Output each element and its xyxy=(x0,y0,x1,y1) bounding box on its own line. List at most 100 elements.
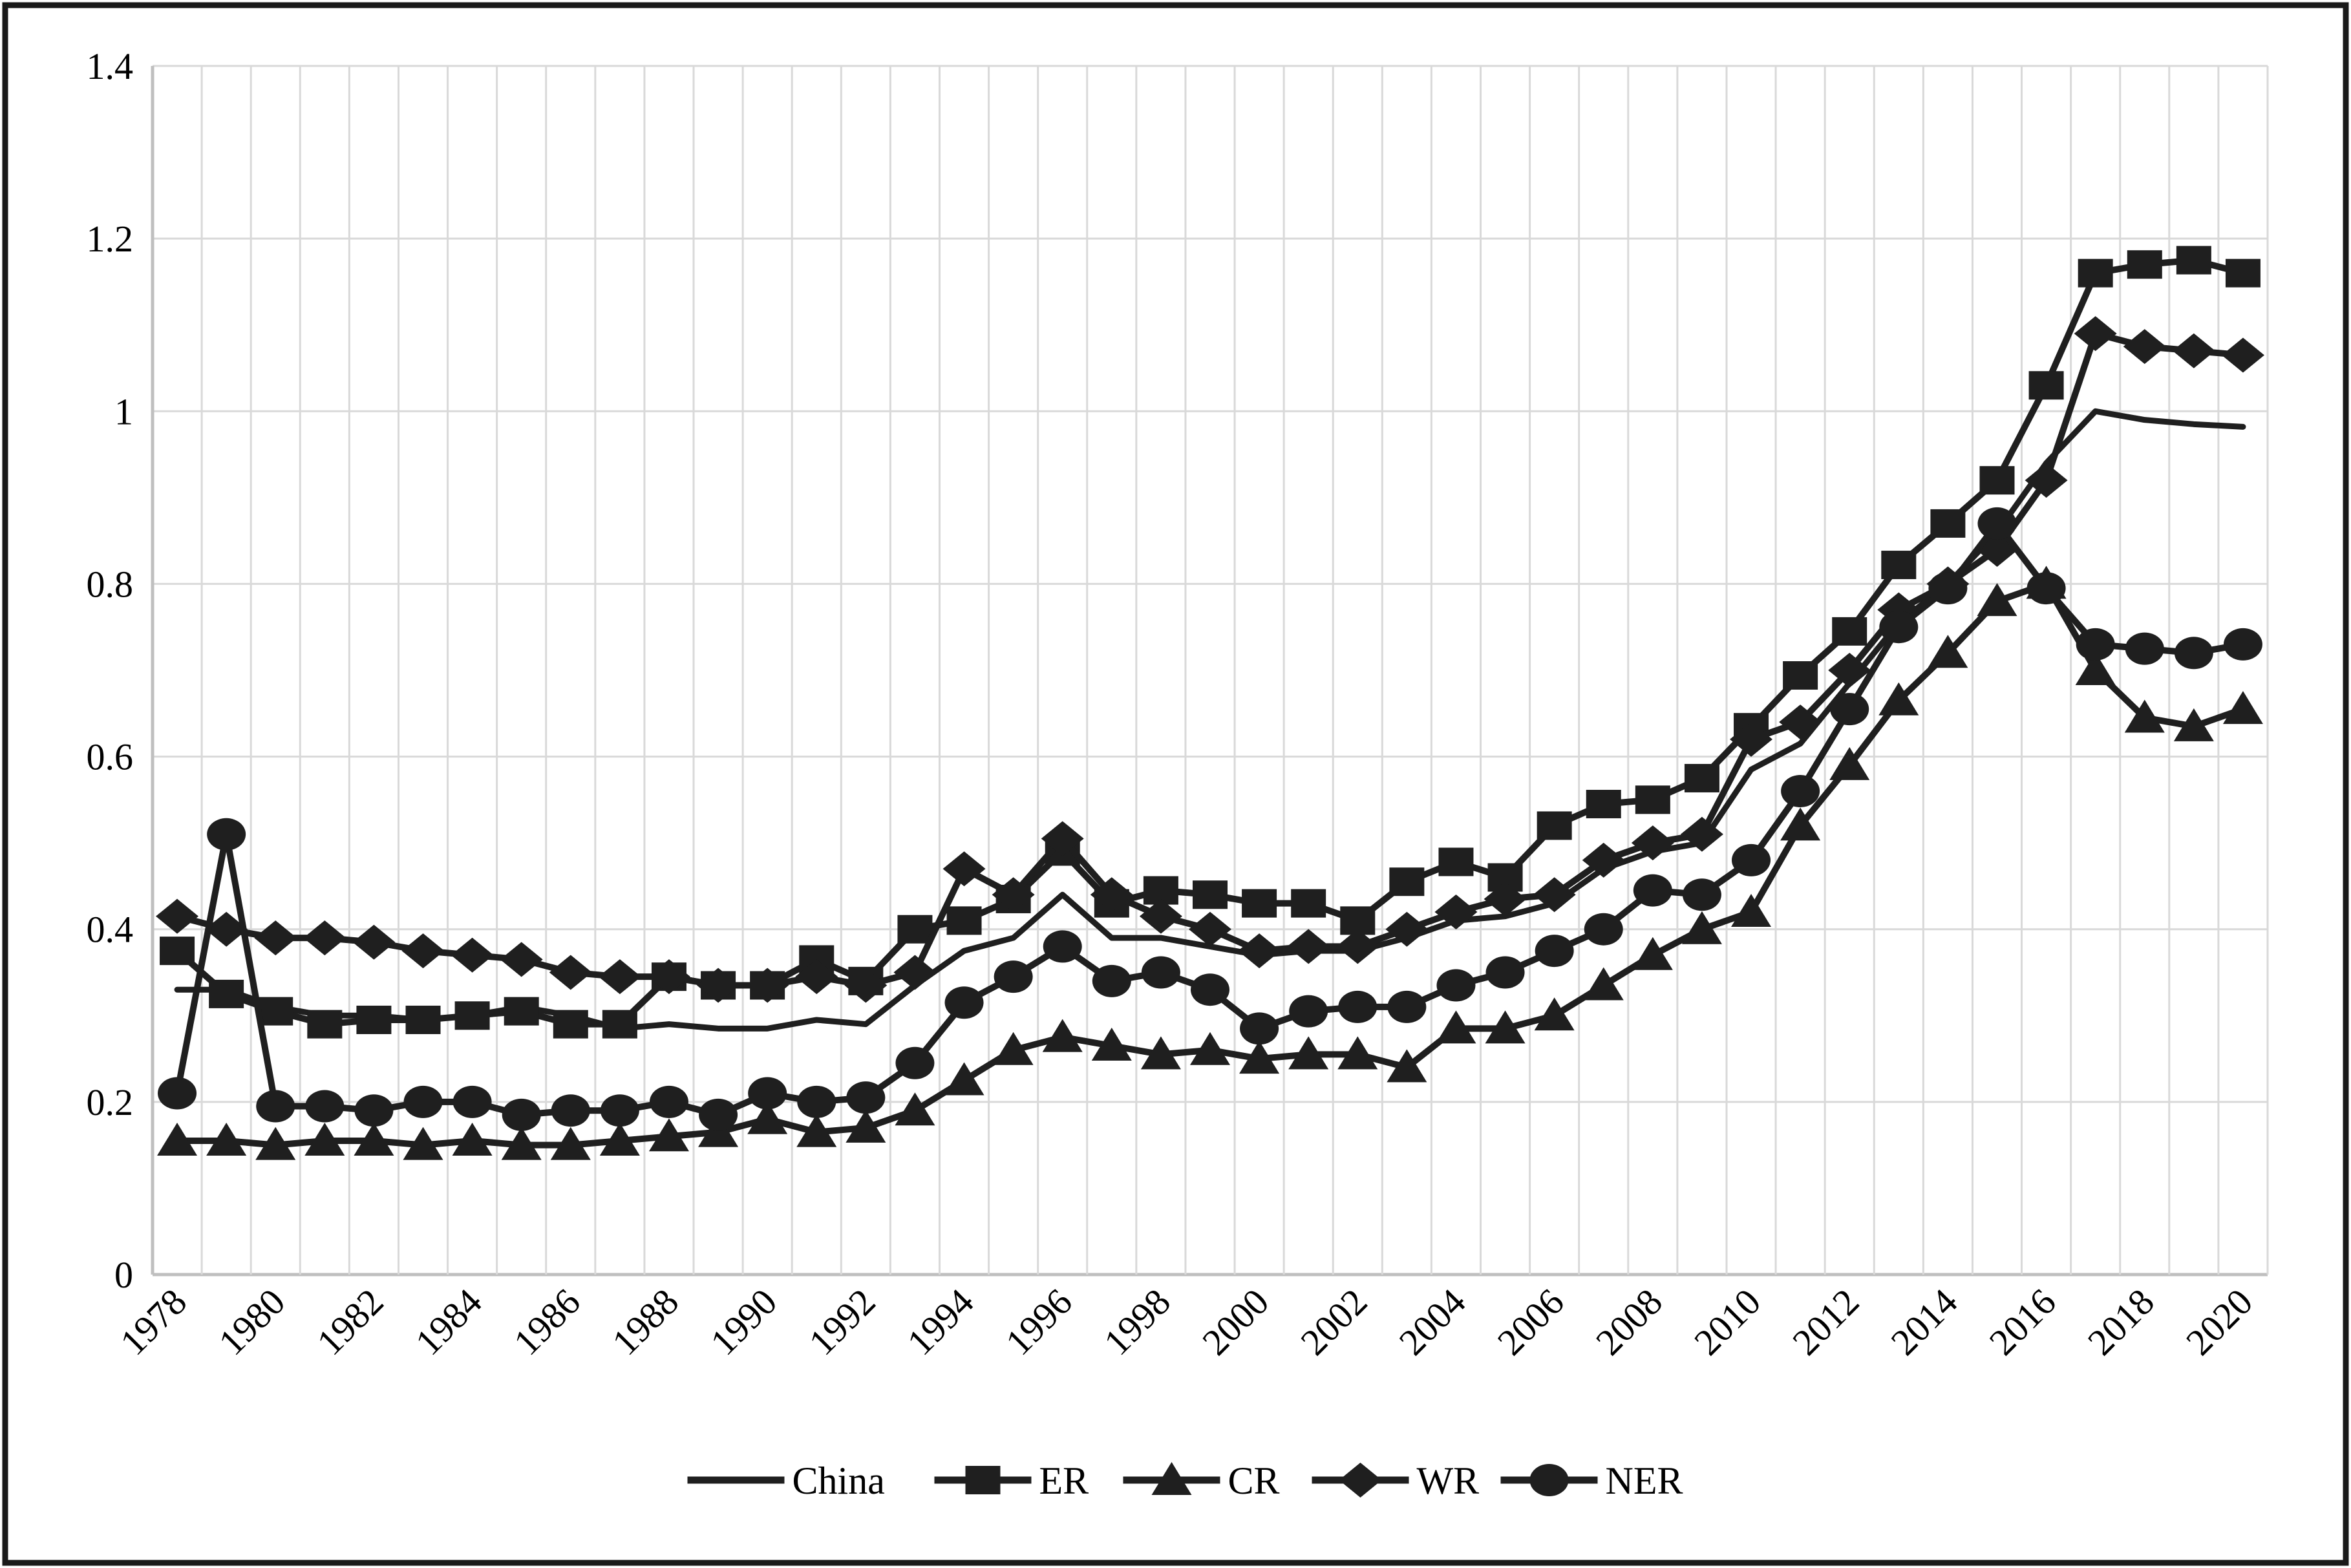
diamond-marker-icon xyxy=(697,968,740,1003)
diamond-marker-icon xyxy=(2172,333,2215,368)
circle-marker-icon xyxy=(600,1094,639,1127)
legend-item-CR: CR xyxy=(1123,1459,1280,1502)
square-marker-icon xyxy=(504,997,539,1026)
triangle-marker-icon xyxy=(2222,691,2263,725)
circle-marker-icon xyxy=(1879,611,1919,644)
triangle-marker-icon xyxy=(501,1127,542,1160)
diamond-marker-icon xyxy=(1434,895,1478,929)
diamond-marker-icon xyxy=(1287,929,1330,964)
square-marker-icon xyxy=(2225,259,2261,288)
diamond-marker-icon xyxy=(1139,898,1182,934)
diamond-marker-icon xyxy=(2025,463,2068,498)
diamond-marker-icon xyxy=(1779,705,1822,740)
diamond-marker-icon xyxy=(500,942,543,977)
diamond-marker-icon xyxy=(746,968,789,1003)
diamond-marker-icon xyxy=(1828,653,1871,688)
triangle-marker-icon xyxy=(304,1122,345,1156)
square-marker-icon xyxy=(1635,785,1670,814)
square-marker-icon xyxy=(405,1005,441,1034)
circle-marker-icon xyxy=(1781,775,1820,807)
triangle-marker-icon xyxy=(1829,747,1870,780)
circle-marker-icon xyxy=(846,1081,886,1114)
circle-marker-icon xyxy=(1191,973,1229,1006)
square-marker-icon xyxy=(1979,466,2015,495)
circle-marker-icon xyxy=(1977,507,2017,540)
square-marker-icon xyxy=(553,1010,588,1039)
triangle-marker-icon xyxy=(255,1127,296,1160)
square-marker-icon xyxy=(1783,661,1818,690)
triangle-marker-icon xyxy=(452,1122,493,1156)
circle-marker-icon xyxy=(1732,843,1771,876)
diamond-marker-icon xyxy=(1336,929,1379,964)
y-tick-label: 0.8 xyxy=(87,563,134,605)
square-marker-icon xyxy=(160,937,195,966)
square-marker-icon xyxy=(1193,880,1228,909)
circle-marker-icon xyxy=(699,1098,738,1131)
square-marker-icon xyxy=(2028,371,2064,400)
square-marker-icon xyxy=(2127,250,2162,279)
legend-item-NER: NER xyxy=(1500,1459,1683,1502)
diamond-marker-icon xyxy=(549,955,592,990)
diamond-marker-icon xyxy=(401,933,445,969)
circle-marker-icon xyxy=(1092,964,1131,997)
triangle-marker-icon xyxy=(1387,1049,1427,1083)
triangle-marker-icon xyxy=(1878,682,1919,715)
legend-label-NER: NER xyxy=(1606,1459,1683,1502)
y-tick-label: 0.6 xyxy=(87,736,134,778)
circle-marker-icon xyxy=(1387,990,1427,1023)
diamond-marker-icon xyxy=(942,851,986,887)
circle-marker-icon xyxy=(403,1085,443,1118)
triangle-marker-icon xyxy=(1091,1028,1132,1061)
diamond-marker-icon xyxy=(992,877,1035,913)
diamond-marker-icon xyxy=(1385,911,1429,947)
diamond-marker-icon xyxy=(2123,329,2166,365)
circle-marker-icon xyxy=(797,1085,836,1118)
triangle-marker-icon xyxy=(1681,911,1722,944)
triangle-marker-icon xyxy=(747,1101,788,1134)
triangle-marker-icon xyxy=(1583,967,1624,1001)
circle-marker-icon xyxy=(1682,878,1721,911)
diamond-marker-icon xyxy=(156,898,199,934)
triangle-marker-icon xyxy=(1780,807,1821,841)
diamond-marker-icon xyxy=(1582,842,1625,878)
circle-marker-icon xyxy=(551,1094,590,1127)
circle-marker-icon xyxy=(1436,969,1476,1002)
diamond-marker-icon xyxy=(893,955,937,990)
square-marker-icon xyxy=(897,915,933,944)
triangle-marker-icon xyxy=(846,1109,886,1143)
circle-marker-icon xyxy=(748,1077,787,1110)
square-marker-icon xyxy=(1832,617,1867,646)
diamond-marker-icon xyxy=(1090,877,1133,913)
circle-marker-icon xyxy=(2223,628,2262,661)
diamond-marker-icon xyxy=(1339,1463,1382,1498)
square-marker-icon xyxy=(454,1001,490,1030)
square-marker-icon xyxy=(1389,867,1425,896)
legend-item-WR: WR xyxy=(1312,1459,1479,1502)
y-tick-label: 1 xyxy=(114,390,133,432)
square-marker-icon xyxy=(209,979,244,1008)
square-marker-icon xyxy=(602,1010,637,1039)
diamond-marker-icon xyxy=(2074,316,2117,352)
legend-label-China: China xyxy=(793,1459,885,1502)
circle-marker-icon xyxy=(1928,572,1968,605)
square-marker-icon xyxy=(307,1010,343,1039)
circle-marker-icon xyxy=(1633,874,1672,907)
square-marker-icon xyxy=(1242,889,1277,918)
y-axis-labels: 0 0.2 0.4 0.6 0.8 1 1.2 1.4 xyxy=(87,45,134,1296)
circle-marker-icon xyxy=(305,1090,345,1123)
triangle-marker-icon xyxy=(1436,1010,1476,1044)
diamond-marker-icon xyxy=(598,959,641,995)
triangle-marker-icon xyxy=(993,1032,1034,1065)
triangle-marker-icon xyxy=(1140,1036,1181,1070)
square-marker-icon xyxy=(1438,847,1474,876)
triangle-marker-icon xyxy=(1151,1462,1192,1495)
triangle-marker-icon xyxy=(1042,1019,1083,1052)
square-marker-icon xyxy=(965,1466,1001,1494)
diamond-marker-icon xyxy=(451,937,494,973)
gridlines xyxy=(151,65,2269,1277)
diamond-marker-icon xyxy=(1631,825,1674,861)
triangle-marker-icon xyxy=(599,1122,640,1156)
